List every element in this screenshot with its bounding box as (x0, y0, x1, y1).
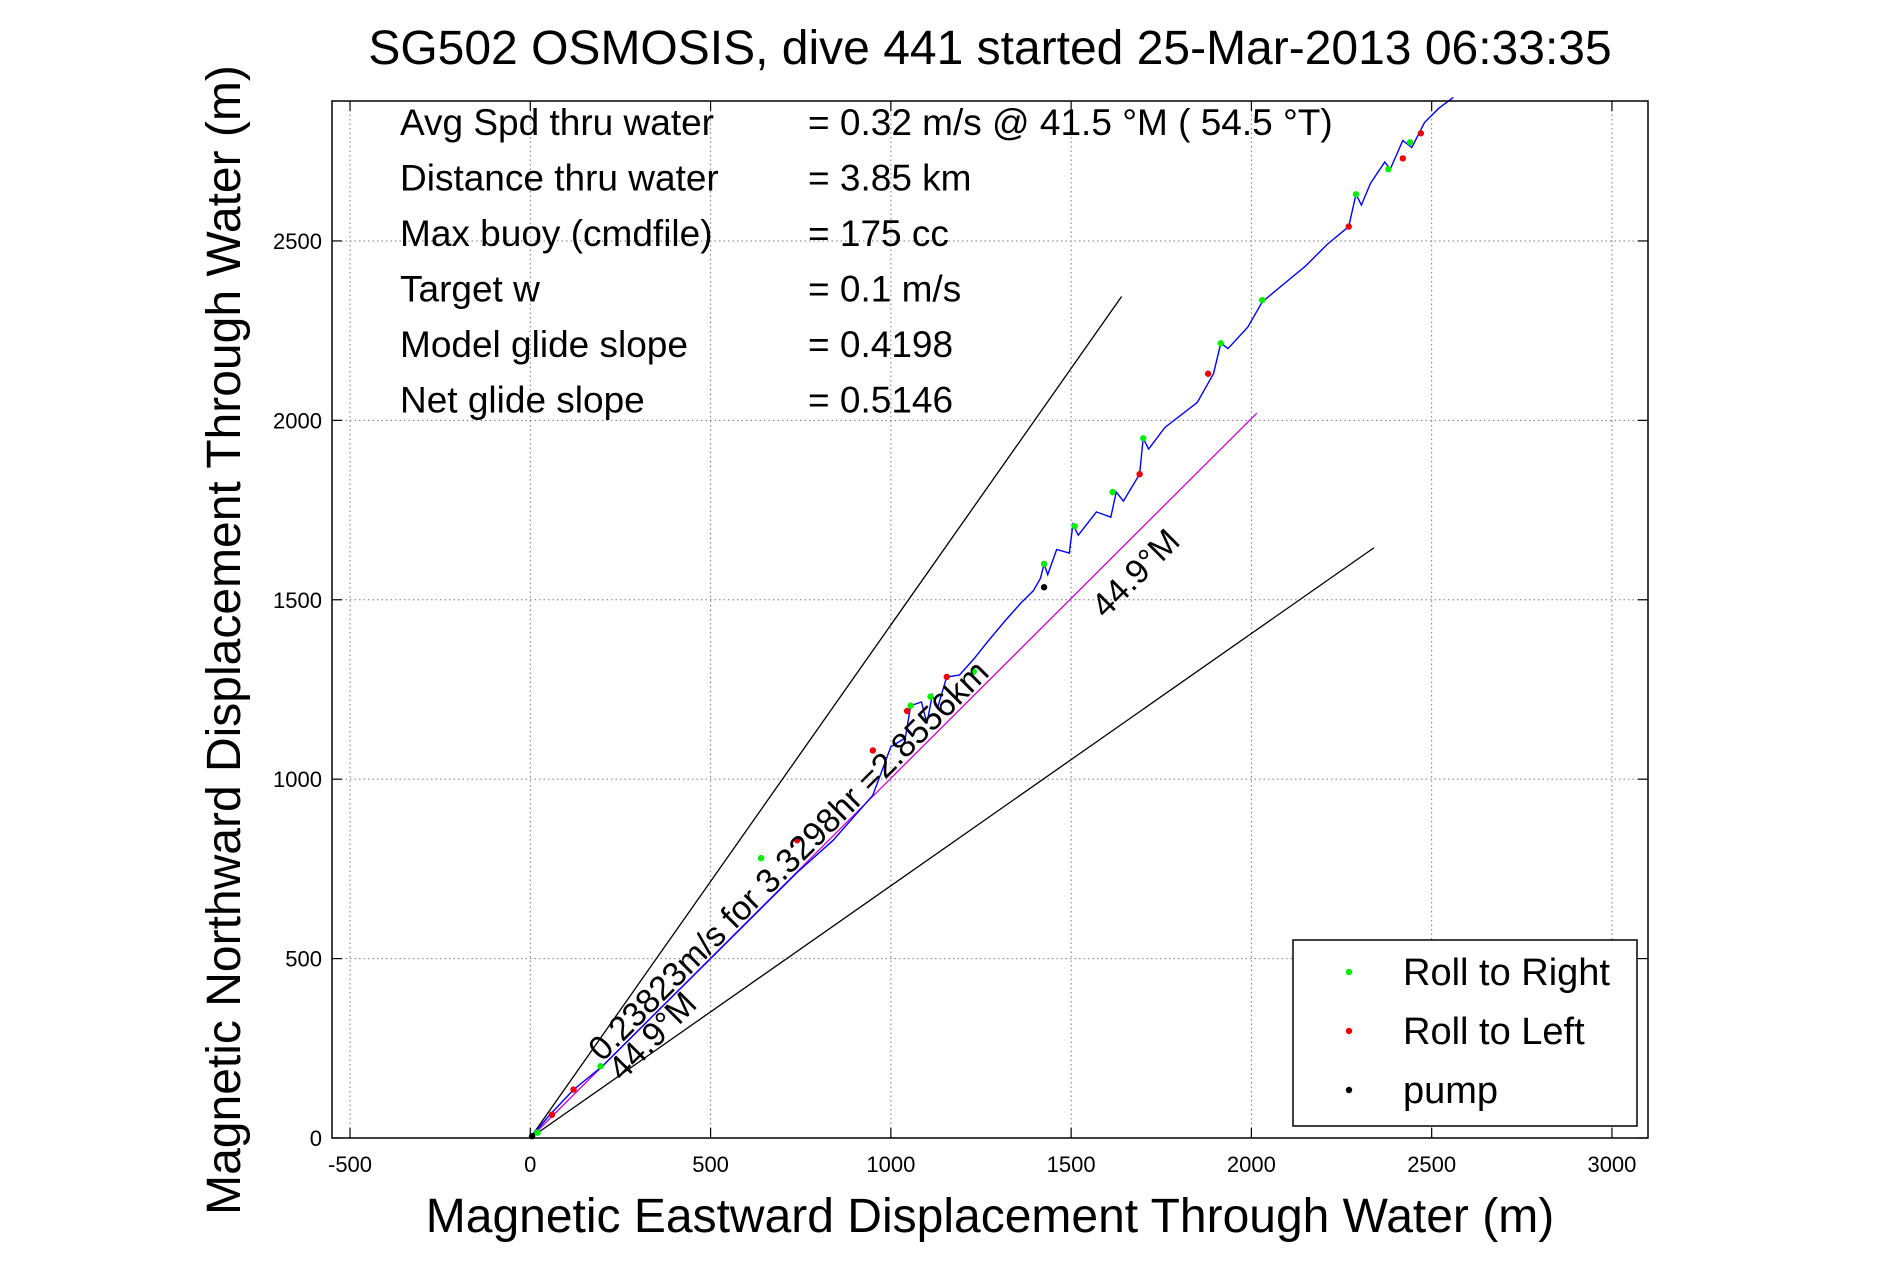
y-tick-label: 500 (285, 947, 322, 972)
x-tick-label: 500 (692, 1152, 729, 1177)
info-value: = 0.4198 (808, 324, 953, 365)
y-tick-label: 1500 (273, 588, 322, 613)
markers (528, 130, 1425, 1140)
roll-right-marker (1140, 435, 1147, 442)
info-label: Target w (400, 269, 540, 310)
info-value: = 0.5146 (808, 380, 953, 421)
legend: Roll to Right Roll to Left pump (1292, 939, 1638, 1127)
reference-line (529, 296, 1123, 1139)
roll-right-marker (1352, 191, 1360, 198)
roll-left-marker (548, 1111, 556, 1118)
legend-marker (1345, 1027, 1353, 1035)
info-value: = 0.32 m/s @ 41.5 °M ( 54.5 °T) (808, 102, 1333, 143)
x-tick-label: 1000 (866, 1152, 915, 1177)
roll-right-marker (1406, 139, 1414, 146)
roll-right-marker (1385, 165, 1392, 173)
roll-right-marker (970, 668, 977, 675)
roll-left-marker (1417, 130, 1425, 137)
info-box: Avg Spd thru water = 0.32 m/s @ 41.5 °M (… (400, 102, 1333, 421)
info-value: = 0.1 m/s (808, 269, 961, 310)
x-tick-label: 2000 (1227, 1152, 1276, 1177)
roll-right-marker (1071, 523, 1078, 530)
roll-left-marker (570, 1086, 577, 1093)
reference-line (529, 547, 1375, 1139)
roll-left-marker (903, 707, 911, 715)
legend-label: pump (1403, 1070, 1498, 1112)
pump-marker (1040, 584, 1048, 591)
info-label: Avg Spd thru water (400, 102, 714, 143)
info-value: = 3.85 km (808, 158, 972, 199)
roll-right-marker (1109, 488, 1116, 496)
legend-label: Roll to Left (1403, 1011, 1585, 1053)
y-tick-label: 1000 (273, 767, 322, 792)
annotation-label: 0.23823m/s for 3.3298hr =2.8556km (581, 653, 996, 1068)
roll-right-marker (1259, 296, 1266, 304)
x-tick-label: 1500 (1047, 1152, 1096, 1177)
roll-left-marker (943, 673, 950, 681)
chart-title: SG502 OSMOSIS, dive 441 started 25-Mar-2… (368, 22, 1611, 75)
roll-left-marker (793, 836, 801, 844)
roll-right-marker (927, 693, 934, 700)
roll-left-marker (869, 747, 877, 754)
roll-left-marker (1136, 470, 1143, 478)
roll-left-marker (1399, 155, 1407, 162)
x-tick-label: 0 (524, 1152, 536, 1177)
y-tick-label: 2500 (273, 229, 322, 254)
roll-left-marker (1345, 223, 1352, 230)
ticks: -500 0 500 1000 1500 2000 2500 3000050010001500… (273, 101, 1648, 1177)
y-axis-label: Magnetic Northward Displacement Through … (198, 65, 251, 1215)
legend-marker (1345, 1086, 1353, 1094)
roll-right-marker (1217, 340, 1224, 347)
roll-right-marker (597, 1063, 604, 1070)
x-axis-label: Magnetic Eastward Displacement Through W… (426, 1190, 1554, 1243)
roll-right-marker (757, 854, 765, 862)
annotation-label: 44.9°M (1084, 522, 1187, 625)
legend-marker (1345, 968, 1353, 976)
roll-right-marker (1040, 560, 1048, 568)
annotations: 0.23823m/s for 3.3298hr =2.8556km44.9°M4… (581, 522, 1187, 1088)
x-tick-label: 2500 (1407, 1152, 1456, 1177)
x-tick-label: 3000 (1587, 1152, 1636, 1177)
info-label: Distance thru water (400, 158, 719, 199)
x-tick-label: -500 (328, 1152, 372, 1177)
info-label: Max buoy (cmdfile) (400, 213, 713, 254)
legend-label: Roll to Right (1403, 952, 1610, 994)
roll-left-marker (1204, 370, 1212, 377)
info-value: = 175 cc (808, 213, 949, 254)
roll-right-marker (534, 1129, 541, 1136)
y-tick-label: 2000 (273, 408, 322, 433)
info-label: Model glide slope (400, 324, 688, 365)
y-tick-label: 0 (310, 1126, 322, 1151)
roll-right-marker (907, 702, 914, 709)
info-label: Net glide slope (400, 380, 645, 421)
plot-frame (331, 100, 1649, 1139)
